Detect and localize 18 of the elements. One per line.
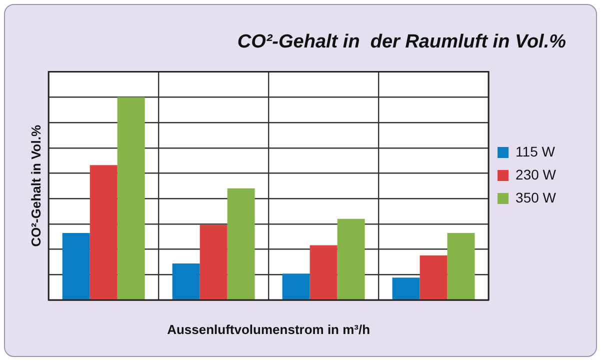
bar [172, 263, 200, 300]
bar [282, 274, 310, 300]
legend-label: 115 W [516, 143, 556, 160]
bar [200, 224, 228, 300]
bar [392, 278, 420, 300]
bar [117, 97, 145, 300]
bar [420, 255, 448, 300]
y-axis-title: CO²-Gehalt in Vol.% [28, 124, 44, 247]
bar [90, 165, 118, 300]
legend-label: 230 W [516, 166, 557, 182]
legend-label: 350 W [516, 189, 557, 206]
bar [310, 245, 338, 300]
bar [337, 218, 365, 300]
bar [227, 188, 255, 300]
x-axis-title: Aussenluftvolumenstrom in m³/h [167, 322, 370, 337]
bar [447, 233, 475, 300]
bar [62, 233, 90, 300]
chart-title: CO²-Gehalt in der Raumluft in Vol.% [237, 32, 566, 53]
